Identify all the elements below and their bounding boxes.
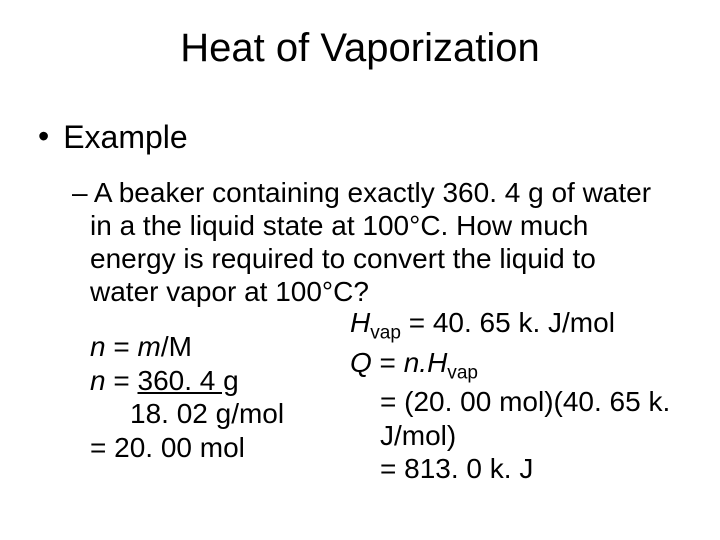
- eq-n-mM: n = m/M: [90, 330, 350, 364]
- eq-Q: Q = n.Hvap: [350, 346, 680, 385]
- work-columns: n = m/M n = 360. 4 g 18. 02 g/mol = 20. …: [0, 306, 720, 486]
- eq-n-value: n = 360. 4 g: [90, 364, 350, 398]
- eq-sign3: =: [372, 347, 404, 378]
- var-n2: n: [90, 365, 106, 396]
- var-Q: Q: [350, 347, 372, 378]
- sub-vap: vap: [370, 323, 401, 344]
- bullet-level-1: • Example: [0, 91, 720, 156]
- bullet-marker: •: [38, 119, 49, 154]
- var-m: m: [138, 331, 161, 362]
- dash-marker: –: [72, 177, 88, 208]
- result-energy: = 813. 0 k. J: [350, 452, 680, 486]
- calc-product: = (20. 00 mol)(40. 65 k. J/mol): [350, 385, 680, 452]
- slash: /: [161, 331, 169, 362]
- hvap-number: = 40. 65 k. J/mol: [401, 307, 615, 338]
- eq-sign: =: [106, 331, 138, 362]
- denominator-molar-mass: 18. 02 g/mol: [90, 397, 350, 431]
- numerator-mass: 360. 4 g: [138, 364, 239, 398]
- hvap-value: Hvap = 40. 65 k. J/mol: [350, 306, 680, 345]
- var-M-upper: M: [169, 331, 192, 362]
- var-H2: H: [427, 347, 447, 378]
- left-column: n = m/M n = 360. 4 g 18. 02 g/mol = 20. …: [90, 306, 350, 486]
- var-n3: n.: [404, 347, 427, 378]
- var-H: H: [350, 307, 370, 338]
- problem-statement: – A beaker containing exactly 360. 4 g o…: [0, 156, 720, 308]
- right-column: Hvap = 40. 65 k. J/mol Q = n.Hvap = (20.…: [350, 306, 680, 486]
- bullet-text: Example: [63, 119, 188, 156]
- result-moles: = 20. 00 mol: [90, 431, 350, 465]
- sub-vap2: vap: [447, 362, 478, 383]
- eq-sign2: =: [106, 365, 138, 396]
- problem-text: A beaker containing exactly 360. 4 g of …: [90, 177, 651, 307]
- slide-title: Heat of Vaporization: [0, 0, 720, 91]
- var-n: n: [90, 331, 106, 362]
